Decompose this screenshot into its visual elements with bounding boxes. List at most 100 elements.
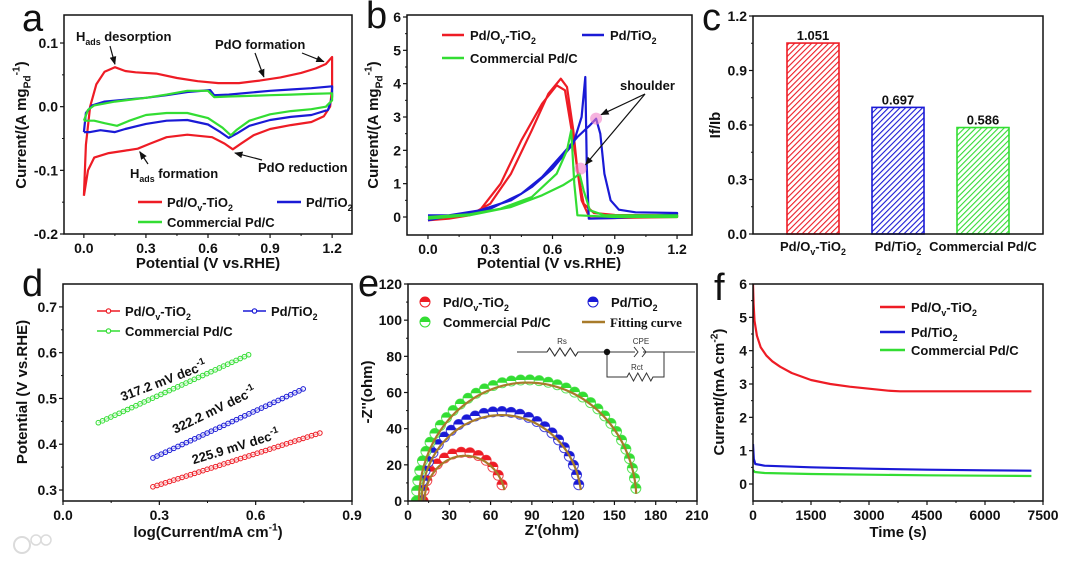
- x-tick-label: 210: [685, 507, 709, 523]
- legend-label-part: 2: [652, 36, 657, 46]
- legend-label-part: 2: [313, 312, 318, 322]
- series-line-2: [427, 129, 679, 220]
- panel-letter: a: [22, 0, 44, 40]
- panel-c: c0.00.30.60.91.2If/Ib1.051Pd/Ov-TiO20.69…: [702, 0, 1044, 257]
- y-axis-title-part: Pd: [23, 75, 34, 88]
- y-tick-label: 1: [739, 443, 747, 459]
- legend-label-part: Pd/O: [443, 295, 473, 310]
- legend-marker: [105, 328, 112, 334]
- x-tick-label: 0: [404, 507, 412, 523]
- legend-label-part: -TiO: [160, 304, 186, 319]
- panel-b: b 0 1 2 3 4 5 6 0.0 0.3 0.6 0.9 1.2 Potential (V vs.R…: [364, 0, 693, 272]
- x-tick-label: 1.2: [322, 240, 342, 256]
- y-axis-title-part: ): [13, 61, 30, 66]
- circuit-label-rs: Rs: [557, 337, 567, 346]
- legend-label-part: Pd/O: [911, 300, 941, 315]
- y-tick-label: -0.2: [34, 226, 58, 242]
- data-point: [300, 386, 306, 392]
- plot-area: [410, 374, 642, 501]
- x-tick-label: 0.9: [605, 241, 625, 257]
- bar: [871, 106, 925, 235]
- x-tick-label: 0: [749, 507, 757, 523]
- y-axis-title-part: -2: [710, 333, 721, 342]
- panel-letter: f: [714, 267, 725, 309]
- plot-frame: [752, 283, 1044, 502]
- x-tick-label: 30: [441, 507, 457, 523]
- circuit-label-cpe: CPE: [633, 337, 649, 346]
- bar: [786, 42, 840, 235]
- y-tick-label: 5: [739, 309, 747, 325]
- y-axis-title-part: ): [711, 329, 728, 334]
- legend-label: Pd/Ov-TiO2: [911, 300, 977, 318]
- x-tick-label: 0.0: [74, 240, 94, 256]
- x-tick-label: 0.9: [342, 507, 362, 523]
- tafel-slope-label-part: -1: [268, 424, 280, 437]
- annotation-label-part: H: [130, 166, 139, 181]
- y-axis-title-part: Potential (V vs.RHE): [14, 320, 31, 464]
- data-point: [585, 397, 597, 409]
- legend-label-part: 2: [504, 303, 509, 313]
- fitting-curve-0: [423, 454, 506, 501]
- legend-label: Pd/Ov-TiO2: [470, 28, 536, 46]
- bar-value-label: 0.697: [882, 92, 915, 107]
- x-tick-label: 0.3: [136, 240, 156, 256]
- plot-frame: [752, 15, 1044, 235]
- x-tick-label: 0.3: [150, 507, 170, 523]
- annotation-arrow: [234, 151, 263, 161]
- y-tick-label: 3: [393, 109, 401, 125]
- panel-letter: b: [366, 0, 387, 37]
- panel-f: f 0 1 2 3 4 5 6 0 1500 3000 4500 6000 7500 Time (s) Cur…: [710, 267, 1059, 541]
- annotation-label: Hads formation: [130, 166, 218, 184]
- y-tick-label: 1: [393, 176, 401, 192]
- y-tick-label: 0.5: [38, 390, 58, 406]
- resistor-rct-icon: [606, 352, 665, 383]
- x-tick-label: 0.3: [481, 241, 501, 257]
- legend-label-part: Pd/TiO: [271, 304, 313, 319]
- plot-area: [95, 351, 323, 490]
- legend-marker: [419, 316, 431, 328]
- y-axis-title-part: Current/(A mg: [365, 88, 382, 188]
- legend-marker: [587, 296, 599, 308]
- circuit-label-rct: Rct: [631, 363, 644, 372]
- x-tick-label: 6000: [969, 507, 1000, 523]
- legend-marker: [419, 296, 431, 308]
- y-tick-label: 0.0: [728, 226, 748, 242]
- legend-label: Pd/TiO2: [610, 28, 657, 46]
- plot-frame: [62, 283, 353, 502]
- x-tick-label: 1.2: [667, 241, 687, 257]
- x-category-label-part: -TiO: [815, 239, 841, 254]
- plot-frame: [406, 14, 693, 236]
- x-category-label: Commercial Pd/C: [929, 239, 1037, 254]
- fitting-curve-2: [417, 381, 638, 501]
- x-axis-title-part: Time (s): [869, 524, 926, 541]
- x-axis-title: Potential (V vs.RHE): [136, 255, 280, 272]
- legend-label-part: Pd/TiO: [610, 28, 652, 43]
- bar-value-label: 0.586: [967, 113, 1000, 128]
- x-category-label-part: 2: [841, 247, 846, 257]
- x-axis-title-part: -1: [269, 523, 278, 534]
- data-point: [317, 430, 323, 436]
- x-tick-label: 60: [483, 507, 499, 523]
- legend-label-part: -TiO: [478, 295, 504, 310]
- x-tick-label: 0.0: [418, 241, 438, 257]
- x-category-label-part: Pd/TiO: [875, 239, 917, 254]
- y-tick-label: 40: [386, 421, 402, 437]
- y-axis-title-part: Current/(mA cm: [711, 343, 728, 456]
- legend-label-part: v: [473, 303, 478, 313]
- plot-frame: [63, 14, 353, 235]
- panel-a: a -0.2 -0.1 0.0 0.1 0.0 0.3 0.6 0.9 1.2 Potential …: [12, 0, 353, 272]
- legend-label: Pd/TiO2: [306, 195, 353, 213]
- y-tick-label: 20: [386, 457, 402, 473]
- legend-label-part: Pd/O: [470, 28, 500, 43]
- y-axis-title-part: Current/(A mg: [13, 88, 30, 188]
- legend-label: Pd/TiO2: [611, 295, 658, 313]
- legend-label-part: Commercial Pd/C: [911, 343, 1019, 358]
- legend-label: Commercial Pd/C: [470, 51, 578, 66]
- panel-e: e 0 20 40 60 80 100 120 0 30 60 90 120 150 180 210 Z'(oh…: [358, 263, 709, 539]
- y-tick-label: 2: [393, 142, 401, 158]
- legend-label-part: Pd/O: [125, 304, 155, 319]
- y-tick-label: 6: [393, 9, 401, 25]
- x-axis-title: log(Current/mA cm-1): [133, 523, 282, 541]
- y-tick-label: 4: [739, 343, 747, 359]
- y-tick-label: 1.2: [728, 8, 748, 24]
